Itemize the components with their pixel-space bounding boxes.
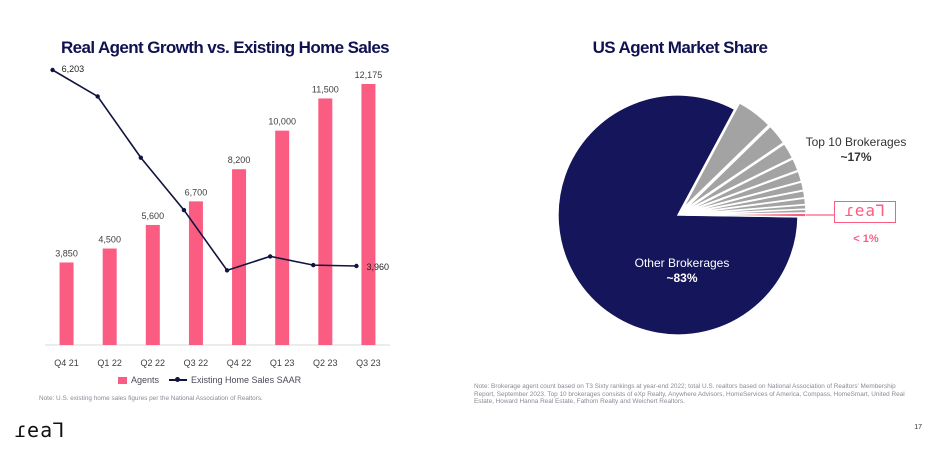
home-sales-point (181, 207, 187, 213)
legend-agents: Agents (118, 375, 159, 385)
home-sales-line (52, 69, 357, 272)
home-sales-swatch (169, 377, 188, 382)
top10-label: Top 10 Brokerages (805, 135, 907, 149)
left-chart-note: Note: U.S. existing home sales figures p… (39, 395, 263, 402)
left-chart-title: Real Agent Growth vs. Existing Home Sale… (60, 38, 390, 57)
home-sales-label: 3,960 (366, 262, 389, 272)
home-sales-label: 6,203 (62, 64, 85, 74)
agents-swatch (118, 376, 127, 384)
agents-bar-label: 3,850 (55, 248, 78, 258)
top10-segment-slice (683, 125, 785, 211)
top10-segment-slice (682, 101, 770, 210)
agents-bar (59, 262, 74, 345)
top10-segment-slice (685, 157, 799, 213)
x-tick-label: Q3 22 (184, 358, 209, 368)
agents-bar (318, 98, 333, 346)
agents-bar-label: 8,200 (228, 155, 251, 165)
home-sales-point (138, 155, 144, 160)
right-chart-note: Note: Brokerage agent count based on T3 … (474, 383, 905, 406)
other-brokerages-value: ~83% (666, 271, 698, 285)
agents-bar (361, 84, 376, 345)
legend-agents-label: Agents (131, 375, 160, 385)
page-number: 17 (914, 424, 922, 431)
chart-legend: Agents Existing Home Sales SAAR (118, 375, 301, 385)
real-share-value: < 1% (853, 233, 879, 245)
agents-bar-label: 10,000 (268, 117, 296, 127)
agents-bar (145, 224, 160, 345)
real-logo-footer: ɾeaꓶ (14, 418, 66, 442)
home-sales-point (354, 263, 359, 269)
agents-bar-label: 6,700 (185, 187, 208, 197)
home-sales-point (267, 254, 273, 259)
real-logo-pie: ɾeaꓶ (834, 201, 896, 223)
agents-bar-label: 12,175 (355, 70, 383, 80)
agents-bar (102, 248, 117, 345)
x-tick-label: Q2 23 (313, 358, 338, 368)
x-tick-label: Q4 21 (54, 358, 79, 368)
legend-home-sales: Existing Home Sales SAAR (169, 375, 301, 385)
agents-bar (188, 201, 203, 345)
top10-segment-slice (684, 142, 794, 212)
x-tick-label: Q1 23 (270, 358, 295, 368)
home-sales-point (95, 94, 100, 99)
agents-bar (232, 169, 247, 345)
legend-home-sales-label: Existing Home Sales SAAR (191, 375, 302, 385)
agents-bar-label: 4,500 (98, 235, 121, 245)
x-tick-label: Q1 22 (97, 358, 122, 368)
top10-value: ~17% (840, 150, 872, 164)
other-brokerages-label: Other Brokerages (634, 256, 730, 270)
real-slice (685, 212, 807, 218)
home-sales-point (50, 67, 55, 73)
home-sales-point (311, 262, 316, 268)
right-chart-title: US Agent Market Share (592, 38, 768, 57)
x-tick-label: Q4 22 (227, 358, 252, 368)
x-tick-label: Q2 22 (141, 358, 166, 368)
other-brokerages-slice (557, 94, 799, 336)
agents-bar-label: 11,500 (312, 84, 339, 94)
home-sales-point (224, 268, 230, 273)
agents-bar (275, 130, 290, 345)
agents-bar-label: 5,600 (142, 211, 165, 221)
x-tick-label: Q3 23 (356, 358, 381, 368)
